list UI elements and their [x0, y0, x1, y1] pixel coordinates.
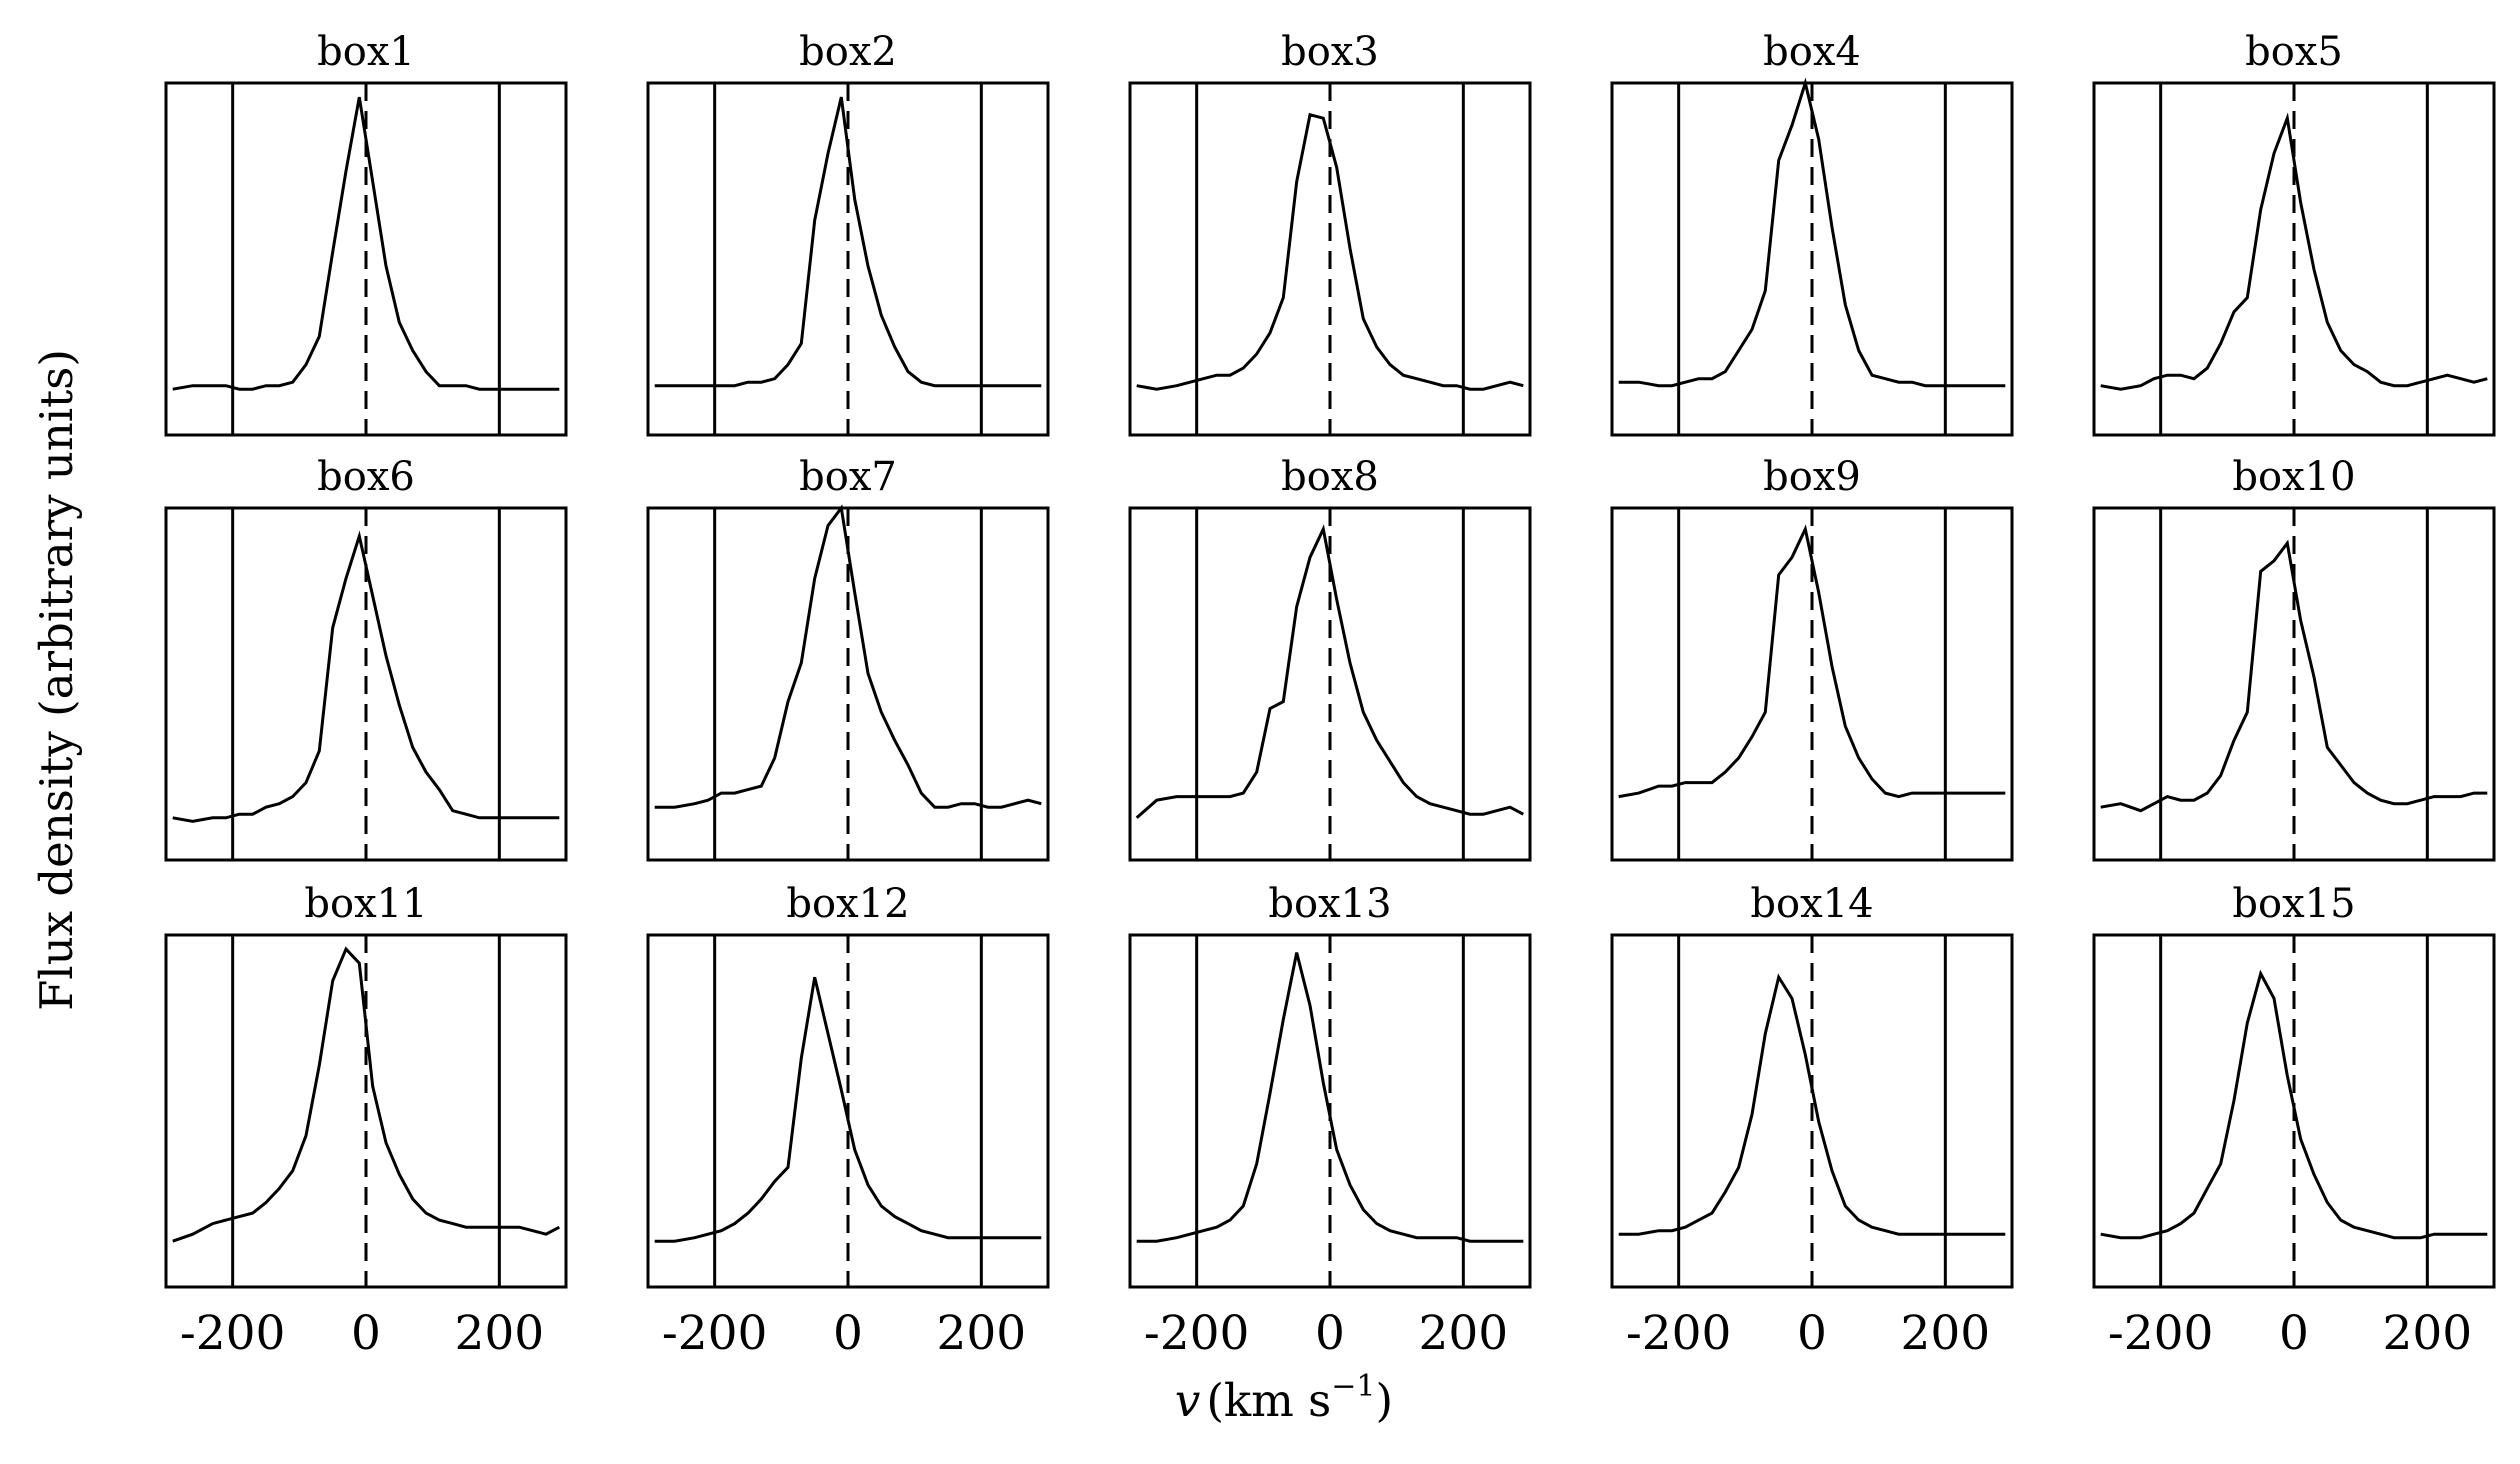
- x-axis-label-exponent: −1: [1331, 1369, 1375, 1404]
- panel-box15: box15 -200 0 200: [2092, 881, 2496, 1361]
- panel-grid: box1 box2 box3 box4 box5 box6 box7 box8 box9 box1…: [164, 29, 2496, 1361]
- x-tick-label: 200: [936, 1306, 1026, 1361]
- spectrum-line: [1618, 77, 2006, 388]
- panel-title: box6: [317, 454, 415, 500]
- panel-box12: box12 -200 0 200: [646, 881, 1050, 1361]
- spectrum-line: [1136, 952, 1524, 1243]
- panel-title: box11: [304, 881, 427, 927]
- panel-title: box4: [1763, 29, 1861, 75]
- spectrum-line: [172, 946, 560, 1243]
- x-tick-label: 200: [1418, 1306, 1508, 1361]
- panel-title: box10: [2232, 454, 2355, 500]
- panel-title: box13: [1268, 881, 1391, 927]
- spectrum-line: [2100, 112, 2488, 391]
- spectrum-line: [654, 504, 1042, 809]
- x-tick-label: 0: [351, 1306, 381, 1361]
- y-axis-label: Flux density (arbitrary units): [30, 349, 83, 1011]
- x-axis-label: v (km s−1): [1175, 1369, 1393, 1427]
- spectrum-line: [1618, 524, 2006, 799]
- x-axis-label-close: ): [1376, 1374, 1394, 1427]
- x-tick-label: 200: [1900, 1306, 1990, 1361]
- x-tick-label: 0: [833, 1306, 863, 1361]
- panel-title: box5: [2245, 29, 2343, 75]
- spectrum-line: [172, 530, 560, 823]
- spectrum-line: [2100, 539, 2488, 813]
- panel-box10: box10: [2092, 454, 2496, 862]
- panel-box14: box14 -200 0 200: [1610, 881, 2014, 1361]
- panel-title: box15: [2232, 881, 2355, 927]
- spectrum-line: [2100, 969, 2488, 1240]
- spectrum-line: [654, 96, 1042, 388]
- x-tick-label: 200: [2382, 1306, 2472, 1361]
- panel-box2: box2: [646, 29, 1050, 437]
- panel-title: box7: [799, 454, 897, 500]
- panel-title: box2: [799, 29, 897, 75]
- x-axis-label-units: (km s: [1206, 1374, 1331, 1427]
- x-tick-label: 200: [454, 1306, 544, 1361]
- panel-title: box14: [1750, 881, 1873, 927]
- x-tick-label: -200: [662, 1306, 768, 1361]
- panel-box6: box6: [164, 454, 568, 862]
- spectrum-line: [1618, 973, 2006, 1236]
- panel-box5: box5: [2092, 29, 2496, 437]
- x-tick-label: -200: [2108, 1306, 2214, 1361]
- spectrum-line: [1136, 112, 1524, 391]
- panel-title: box8: [1281, 454, 1379, 500]
- x-axis-label-var: v: [1175, 1374, 1200, 1427]
- panel-box4: box4: [1610, 29, 2014, 437]
- x-tick-label: 0: [1797, 1306, 1827, 1361]
- panel-box1: box1: [164, 29, 568, 437]
- x-tick-label: -200: [180, 1306, 286, 1361]
- x-tick-label: -200: [1144, 1306, 1250, 1361]
- x-tick-label: 0: [1315, 1306, 1345, 1361]
- panel-title: box12: [786, 881, 909, 927]
- panel-title: box1: [317, 29, 415, 75]
- x-tick-label: -200: [1626, 1306, 1732, 1361]
- panel-box13: box13 -200 0 200: [1128, 881, 1532, 1361]
- panel-box3: box3: [1128, 29, 1532, 437]
- panel-box8: box8: [1128, 454, 1532, 862]
- panel-box7: box7: [646, 454, 1050, 862]
- spectrum-line: [172, 96, 560, 391]
- panel-title: box3: [1281, 29, 1379, 75]
- x-tick-label: 0: [2279, 1306, 2309, 1361]
- spectrum-line: [1135, 524, 1524, 819]
- panel-title: box9: [1763, 454, 1861, 500]
- panel-box11: box11 -200 0 200: [164, 881, 568, 1361]
- spectrum-line: [654, 976, 1042, 1243]
- panel-box9: box9: [1610, 454, 2014, 862]
